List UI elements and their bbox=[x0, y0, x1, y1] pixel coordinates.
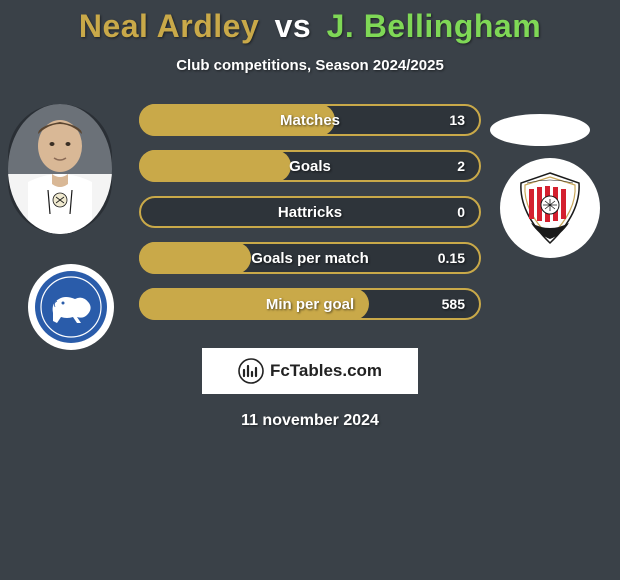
stat-row-min-per-goal: Min per goal 585 bbox=[139, 288, 481, 320]
stat-rows: Matches 13 Goals 2 Hattricks 0 Goals per… bbox=[139, 104, 481, 320]
player1-club-badge bbox=[28, 264, 114, 350]
player1-name: Neal Ardley bbox=[79, 8, 259, 44]
stat-value: 0 bbox=[457, 204, 465, 220]
stat-value: 585 bbox=[442, 296, 465, 312]
stats-section: Matches 13 Goals 2 Hattricks 0 Goals per… bbox=[0, 104, 620, 430]
branding-name: FcTables.com bbox=[270, 361, 382, 381]
stat-row-hattricks: Hattricks 0 bbox=[139, 196, 481, 228]
stat-value: 13 bbox=[449, 112, 465, 128]
stat-row-matches: Matches 13 bbox=[139, 104, 481, 136]
subtitle: Club competitions, Season 2024/2025 bbox=[0, 57, 620, 74]
stat-fill bbox=[139, 242, 251, 274]
stat-fill bbox=[139, 150, 291, 182]
stat-label: Matches bbox=[280, 112, 340, 129]
player1-photo bbox=[8, 104, 112, 234]
stat-label: Goals bbox=[289, 158, 331, 175]
fctables-logo-icon bbox=[238, 358, 264, 384]
stat-label: Hattricks bbox=[278, 204, 342, 221]
player2-name: J. Bellingham bbox=[327, 8, 542, 44]
stat-row-goals: Goals 2 bbox=[139, 150, 481, 182]
stat-label: Min per goal bbox=[266, 296, 354, 313]
stat-value: 2 bbox=[457, 158, 465, 174]
stat-label: Goals per match bbox=[251, 250, 369, 267]
stat-row-goals-per-match: Goals per match 0.15 bbox=[139, 242, 481, 274]
vs-label: vs bbox=[275, 8, 312, 44]
stat-value: 0.15 bbox=[438, 250, 465, 266]
player2-club-badge bbox=[500, 158, 600, 258]
branding-banner: FcTables.com bbox=[202, 348, 418, 394]
date-label: 11 november 2024 bbox=[0, 412, 620, 430]
comparison-title: Neal Ardley vs J. Bellingham bbox=[0, 8, 620, 45]
player2-photo-placeholder bbox=[490, 114, 590, 146]
